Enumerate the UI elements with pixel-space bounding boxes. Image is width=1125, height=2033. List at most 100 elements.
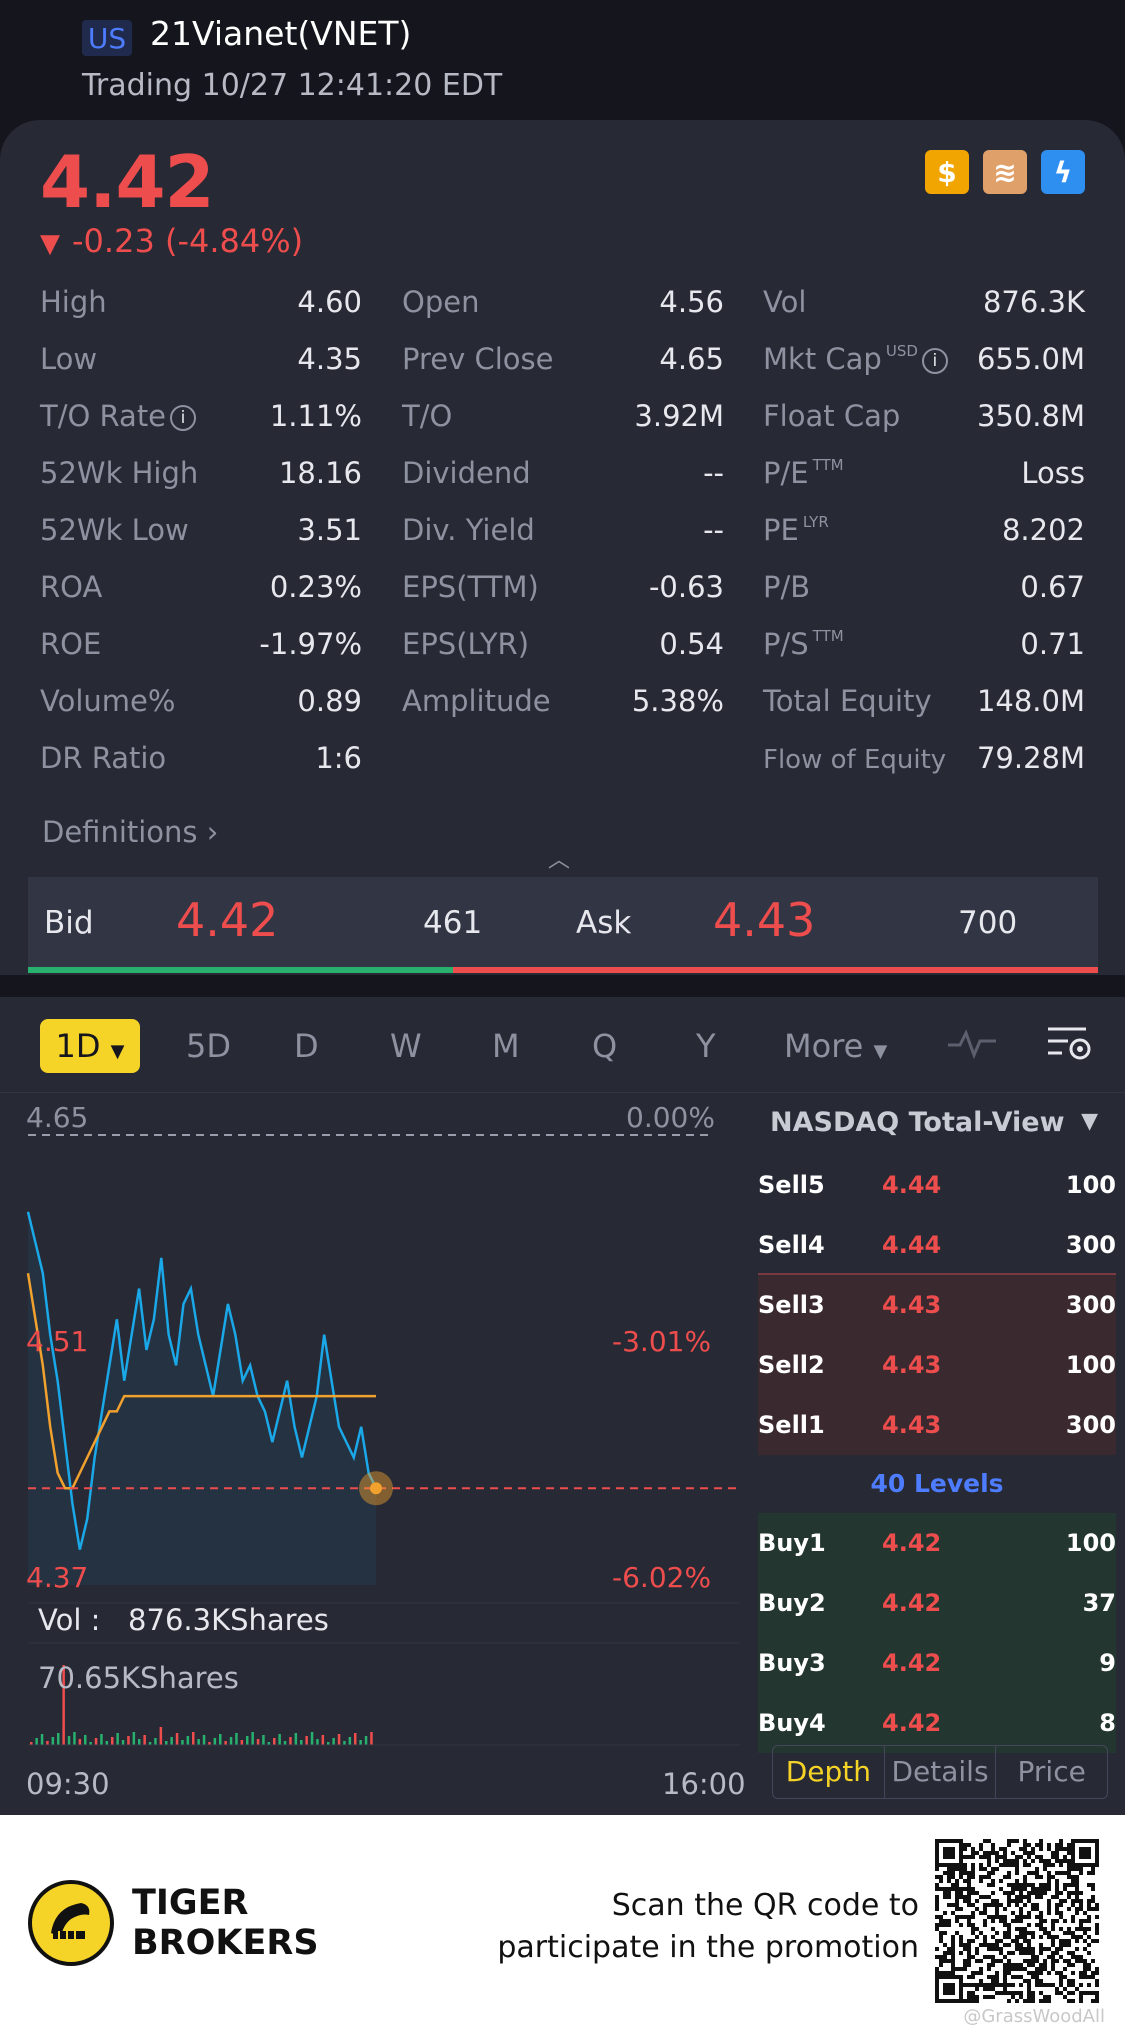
layers-icon[interactable]: ≋ — [983, 150, 1027, 194]
qr-module — [1031, 1959, 1035, 1963]
qr-module — [1055, 1851, 1059, 1855]
stat-cell: Amplitude 5.38% — [402, 684, 724, 718]
book-side: Buy3 — [758, 1649, 826, 1677]
qr-module — [947, 1871, 951, 1875]
levels-link[interactable]: 40 Levels — [870, 1469, 1004, 1498]
stat-label-wrap: ROA — [40, 570, 102, 604]
tab-d[interactable]: D — [294, 1027, 319, 1065]
info-icon[interactable]: i — [921, 348, 948, 374]
tab-m[interactable]: M — [492, 1027, 520, 1065]
book-price: 4.43 — [882, 1411, 942, 1439]
qr-module — [1035, 1855, 1039, 1859]
sell-level-row[interactable]: Sell5 4.44 100 — [758, 1155, 1116, 1215]
volume-bar — [89, 1742, 92, 1745]
qr-module — [1019, 1927, 1023, 1931]
qr-module — [1091, 1895, 1095, 1899]
info-icon[interactable]: i — [170, 405, 197, 431]
qr-module — [1079, 1975, 1083, 1979]
sell-level-row[interactable]: Sell2 4.43 100 — [758, 1335, 1116, 1395]
qr-module — [1039, 1951, 1043, 1955]
lightning-icon[interactable]: ϟ — [1041, 150, 1085, 194]
bid-price: 4.42 — [176, 893, 279, 947]
caret-down-icon[interactable]: ▼ — [1081, 1109, 1098, 1134]
qr-module — [967, 1879, 971, 1883]
stat-value: 79.28M — [976, 741, 1085, 775]
stat-label: Dividend — [402, 456, 531, 490]
qr-module — [1067, 1859, 1071, 1863]
feature-badges: $ ≋ ϟ — [925, 150, 1085, 194]
qr-module — [1091, 1959, 1095, 1963]
book-tab-depth[interactable]: Depth — [773, 1746, 885, 1798]
qr-module — [1039, 1971, 1043, 1975]
book-tab-price[interactable]: Price — [1017, 1755, 1086, 1788]
qr-module — [1087, 1935, 1091, 1939]
buy-level-row[interactable]: Buy1 4.42 100 — [758, 1513, 1116, 1573]
qr-code-icon[interactable] — [935, 1839, 1099, 2003]
tab-w[interactable]: W — [390, 1027, 422, 1065]
qr-module — [1027, 1987, 1031, 1991]
qr-module — [1019, 1975, 1023, 1979]
sell-level-row[interactable]: Sell4 4.44 300 — [758, 1215, 1116, 1275]
qr-module — [1007, 1899, 1011, 1903]
stat-label-wrap: DR Ratio — [40, 741, 166, 775]
qr-module — [1083, 1947, 1087, 1951]
dollar-icon[interactable]: $ — [925, 150, 969, 194]
qr-module — [1055, 1991, 1059, 1995]
qr-module — [1027, 1915, 1031, 1919]
qr-module — [1007, 1963, 1011, 1967]
qr-module — [1015, 1915, 1019, 1919]
book-price: 4.42 — [882, 1529, 942, 1557]
ticker-name[interactable]: 21Vianet(VNET) — [150, 14, 412, 53]
qr-module — [983, 1987, 987, 1991]
qr-module — [1027, 1947, 1031, 1951]
buy-level-row[interactable]: Buy3 4.42 9 — [758, 1633, 1116, 1693]
buy-level-row[interactable]: Buy4 4.42 8 — [758, 1693, 1116, 1753]
qr-module — [987, 1863, 991, 1867]
qr-module — [1039, 1839, 1043, 1843]
qr-module — [1063, 1995, 1067, 1999]
qr-module — [1007, 1967, 1011, 1971]
qr-module — [1023, 1895, 1027, 1899]
stat-superscript: TTM — [812, 627, 844, 645]
qr-module — [1047, 1955, 1051, 1959]
tab-more[interactable]: More ▼ — [784, 1019, 887, 1073]
qr-module — [1055, 1935, 1059, 1939]
tab-q[interactable]: Q — [592, 1027, 618, 1065]
qr-module — [943, 1943, 947, 1947]
tab-5d[interactable]: 5D — [186, 1027, 231, 1065]
definitions-link[interactable]: Definitions › — [42, 815, 218, 849]
qr-module — [967, 1903, 971, 1907]
buy-level-row[interactable]: Buy2 4.42 37 — [758, 1573, 1116, 1633]
sell-level-row[interactable]: Sell3 4.43 300 — [758, 1275, 1116, 1335]
qr-module — [947, 1895, 951, 1899]
qr-module — [1051, 1863, 1055, 1867]
bid-ask-bar: Bid 4.42 461 Ask 4.43 700 — [28, 877, 1098, 973]
chevron-up-icon[interactable]: ︿ — [548, 848, 571, 873]
stat-cell: P/B 0.67 — [763, 570, 1085, 604]
qr-module — [987, 1955, 991, 1959]
qr-module — [1003, 1875, 1007, 1879]
qr-module — [1059, 1939, 1063, 1943]
qr-module — [1011, 1975, 1015, 1979]
stat-superscript: TTM — [812, 456, 844, 474]
qr-module — [1047, 1931, 1051, 1935]
sell-level-row[interactable]: Sell1 4.43 300 — [758, 1395, 1116, 1455]
intraday-chart[interactable]: 4.65 0.00% 4.51 -3.01% 4.37 -6.02% Vol :… — [0, 1095, 750, 1815]
qr-module — [983, 1919, 987, 1923]
qr-module — [955, 1867, 959, 1871]
book-tab-details[interactable]: Details — [885, 1746, 997, 1798]
qr-module — [971, 1939, 975, 1943]
indicator-icon[interactable] — [946, 1023, 998, 1072]
tab-1d[interactable]: 1D ▼ — [40, 1019, 140, 1073]
book-title[interactable]: NASDAQ Total-View — [770, 1107, 1065, 1138]
qr-module — [1083, 1919, 1087, 1923]
tab-y[interactable]: Y — [696, 1027, 716, 1065]
qr-module — [983, 1911, 987, 1915]
qr-module — [995, 1915, 999, 1919]
qr-module — [1023, 1851, 1027, 1855]
qr-module — [1087, 1991, 1091, 1995]
qr-module — [991, 1975, 995, 1979]
stat-label: High — [40, 285, 107, 319]
chart-settings-icon[interactable] — [1046, 1023, 1092, 1072]
qr-module — [991, 1987, 995, 1991]
